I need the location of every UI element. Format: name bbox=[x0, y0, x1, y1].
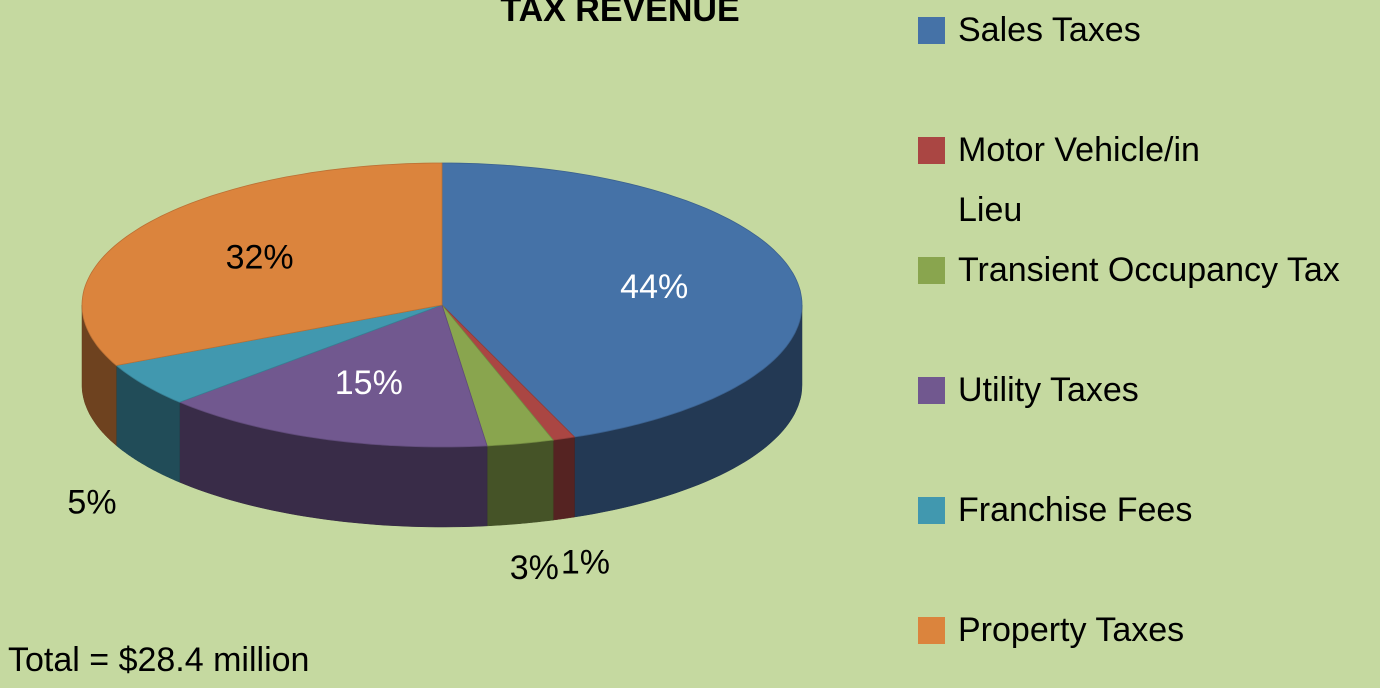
data-label: 3% bbox=[510, 549, 559, 587]
legend-item: Franchise Fees bbox=[918, 480, 1358, 540]
data-label: 44% bbox=[620, 268, 688, 306]
chart-title: TAX REVENUE bbox=[500, 0, 739, 29]
legend-swatch bbox=[918, 257, 945, 284]
legend-item: Property Taxes bbox=[918, 600, 1358, 660]
legend-swatch bbox=[918, 497, 945, 524]
slice bbox=[441, 162, 803, 438]
slice-side bbox=[486, 439, 554, 527]
legend-label: Sales Taxes bbox=[958, 11, 1141, 49]
legend-label: Franchise Fees bbox=[958, 491, 1193, 529]
slice-side bbox=[552, 436, 575, 521]
slice bbox=[178, 304, 488, 448]
data-label: 15% bbox=[335, 364, 403, 402]
slice bbox=[81, 162, 443, 366]
legend-item: Utility Taxes bbox=[918, 360, 1358, 420]
legend-swatch bbox=[918, 617, 945, 644]
legend-label: Motor Vehicle/in Lieu bbox=[958, 131, 1200, 229]
data-label: 32% bbox=[226, 238, 294, 276]
legend-swatch bbox=[918, 17, 945, 44]
legend-swatch bbox=[918, 137, 945, 164]
slice bbox=[441, 304, 554, 447]
legend-item: Sales Taxes bbox=[918, 0, 1358, 60]
legend-swatch bbox=[918, 377, 945, 404]
data-label: 1% bbox=[561, 544, 610, 582]
legend-label: Transient Occupancy Tax bbox=[958, 251, 1340, 289]
slice bbox=[115, 304, 443, 403]
legend-label: Utility Taxes bbox=[958, 371, 1139, 409]
legend-label: Property Taxes bbox=[958, 611, 1185, 649]
data-label: 5% bbox=[67, 483, 116, 521]
legend-item: Transient Occupancy Tax bbox=[918, 240, 1358, 300]
annotation: Total = $28.4 million bbox=[8, 641, 309, 679]
legend-item: Motor Vehicle/in Lieu bbox=[918, 120, 1358, 240]
